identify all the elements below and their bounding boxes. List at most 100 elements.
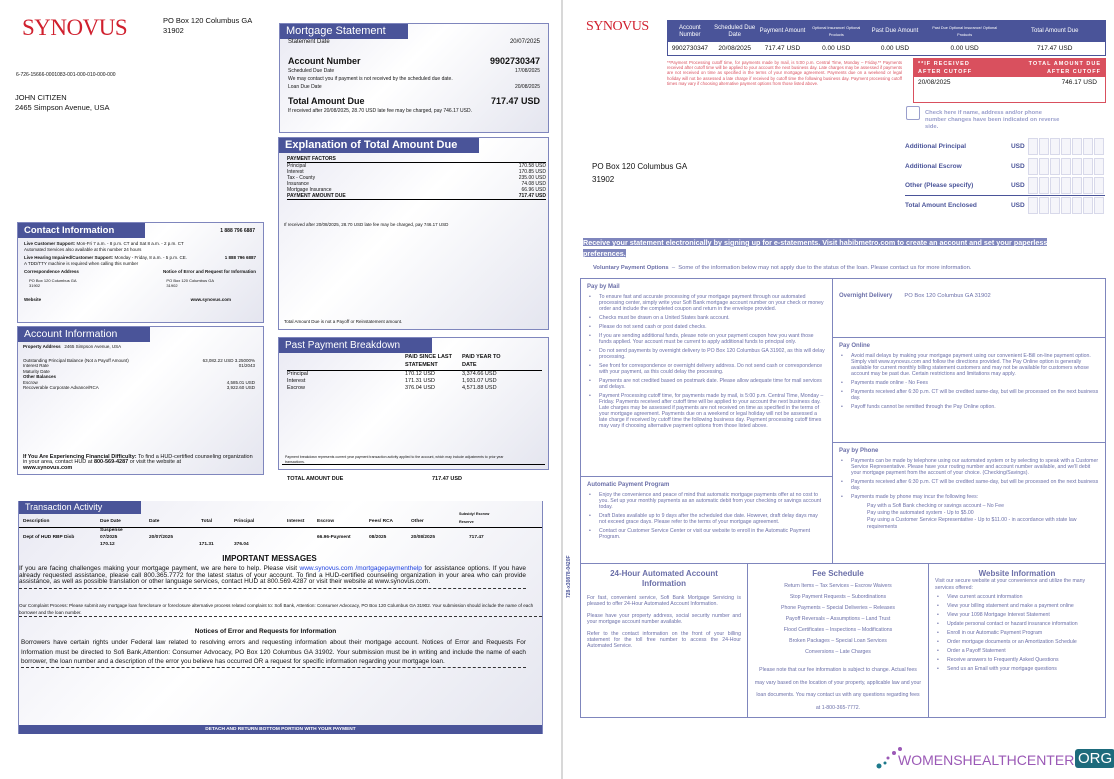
website-link[interactable]: www.synovus.com bbox=[190, 296, 231, 302]
label: Scheduled Due Date bbox=[288, 67, 335, 74]
list-item: If you are sending additional funds, ple… bbox=[587, 333, 826, 345]
estatement-banner[interactable]: Receive your statement electronically by… bbox=[583, 237, 1061, 259]
automated-note: Automated Services also available at thi… bbox=[24, 246, 142, 252]
automatic-payment-section: Automatic Payment Program Enjoy the conve… bbox=[580, 476, 833, 564]
fee-line: Conversions – Late Charges bbox=[805, 649, 871, 655]
year-to-date: 4,571.88 USD bbox=[462, 385, 497, 391]
digit-box[interactable] bbox=[1094, 176, 1104, 194]
phone-number: 1 888 796 6887 bbox=[220, 228, 255, 234]
column-header: PAID YEAR TO DATE bbox=[462, 354, 501, 368]
list-item: Payments received after 6:30 p.m. CT wil… bbox=[839, 479, 1099, 491]
payment-amount-due: 717.47 USD bbox=[518, 193, 546, 199]
fee-line: Flood Certificates – Inspections – Modif… bbox=[783, 627, 893, 633]
digit-box[interactable] bbox=[1050, 196, 1060, 214]
important-message: If you are facing challenges making your… bbox=[19, 565, 526, 589]
address-change-checkbox[interactable] bbox=[906, 106, 920, 120]
principal-balance: 63,082.22 USD bbox=[202, 357, 234, 363]
cell-fees: 08/2025 bbox=[369, 535, 387, 540]
important-title-text: IMPORTANT MESSAGES bbox=[222, 554, 317, 563]
fee-line: Broken Packages – Special Loan Services bbox=[789, 638, 887, 644]
mail-to-address: PO Box 120 Columbus GA 31902 bbox=[592, 160, 687, 186]
column-value: 0.00 USD bbox=[822, 45, 851, 52]
overnight-delivery-section: Overnight Delivery PO Box 120 Columbus GA… bbox=[832, 278, 1106, 338]
year-to-date: 1,931.07 USD bbox=[462, 378, 497, 384]
label: PAYMENT AMOUNT DUE bbox=[287, 193, 346, 199]
digit-box[interactable] bbox=[1072, 196, 1082, 214]
digit-box[interactable] bbox=[1083, 176, 1093, 194]
factor-label: Principal bbox=[287, 163, 307, 169]
dots-icon bbox=[876, 747, 902, 769]
digit-box[interactable] bbox=[1039, 196, 1049, 214]
section-title: Pay by Phone bbox=[839, 448, 879, 454]
digit-box[interactable] bbox=[1039, 176, 1049, 194]
pay-by-phone-list: Payments can be made by telephone using … bbox=[839, 458, 1099, 500]
digit-box[interactable] bbox=[1094, 196, 1104, 214]
digit-box[interactable] bbox=[1028, 176, 1038, 194]
list-item: Payoff funds cannot be remitted through … bbox=[839, 404, 1099, 410]
digit-box[interactable] bbox=[1050, 176, 1060, 194]
tty-note: A TDD/TTY machine is required when calli… bbox=[24, 260, 139, 266]
digit-box[interactable] bbox=[1072, 157, 1082, 175]
past-payment-row: Principal 170.12 USD 3,374.66 USD bbox=[287, 371, 542, 378]
digit-box[interactable] bbox=[1061, 176, 1071, 194]
digit-box[interactable] bbox=[1072, 176, 1082, 194]
digit-box[interactable] bbox=[1083, 196, 1093, 214]
list-item: Payments made online - No Fees bbox=[839, 380, 1099, 386]
digit-box[interactable] bbox=[1083, 157, 1093, 175]
digit-box[interactable] bbox=[1061, 138, 1071, 156]
column-header: Past Due Amount bbox=[871, 28, 919, 34]
digit-box[interactable] bbox=[1028, 138, 1038, 156]
maturity-date: 01/2043 bbox=[238, 363, 255, 368]
cutoff-date: 20/08/2025 bbox=[918, 79, 951, 86]
contact-note: We may contact you if payment is not rec… bbox=[288, 75, 453, 82]
address-line: PO Box 120 Columbus GA bbox=[29, 277, 77, 283]
label: Loan Due Date bbox=[288, 83, 322, 90]
list-item: Draft Dates available up to 9 days after… bbox=[587, 513, 826, 525]
digit-box[interactable] bbox=[1028, 196, 1038, 214]
currency-label: USD bbox=[1010, 181, 1025, 189]
label: Notice of Error and Request for Informat… bbox=[162, 269, 256, 274]
payment-factor-row: Interest 170.85 USD bbox=[287, 169, 546, 175]
hardship-text: To find a HUD-certified counseling organ… bbox=[23, 453, 253, 465]
loan-due: 20/08/2025 bbox=[514, 83, 540, 90]
factor-label: Insurance bbox=[287, 181, 309, 187]
mortgage-help-link[interactable]: www.synovus.com /mortgagepaymenthelp bbox=[299, 565, 422, 572]
notices-text: Borrowers have certain rights under Fede… bbox=[21, 638, 526, 668]
digit-box[interactable] bbox=[1094, 157, 1104, 175]
column-value: 20/08/2025 bbox=[718, 45, 751, 52]
digit-box[interactable] bbox=[1050, 138, 1060, 156]
digit-box[interactable] bbox=[1072, 138, 1082, 156]
column-header: Scheduled Due Date bbox=[714, 24, 756, 38]
website-info-section: Website Information Visit our secure webs… bbox=[928, 563, 1106, 718]
factor-amount: 66.96 USD bbox=[521, 187, 546, 193]
digit-box[interactable] bbox=[1061, 196, 1071, 214]
notice-address: PO Box 120 Columbus GA 31902 bbox=[166, 278, 214, 289]
section-title: Fee Schedule bbox=[812, 569, 864, 578]
table-header: Description Due Date Date Total Principal Int… bbox=[19, 505, 542, 528]
digit-box[interactable] bbox=[1094, 138, 1104, 156]
digit-box[interactable] bbox=[1050, 157, 1060, 175]
section-title: Pay by Mail bbox=[587, 284, 620, 290]
digit-box[interactable] bbox=[1083, 138, 1093, 156]
address-line: 31902 bbox=[29, 283, 41, 288]
fee-schedule-section: Fee Schedule Return Items – Tax Services … bbox=[747, 563, 929, 718]
account-number: 9902730347 bbox=[489, 55, 540, 66]
digit-box[interactable] bbox=[1039, 157, 1049, 175]
list-item: Order a Payoff Statement bbox=[935, 648, 1099, 654]
watermark-tld: ORG bbox=[1075, 749, 1114, 768]
website-services-list: View current account information View you… bbox=[935, 594, 1099, 672]
synovus-logo: SYNOVUS bbox=[586, 19, 649, 34]
paragraph: Refer to the contact information on the … bbox=[587, 631, 741, 649]
label: Recoverable Corporate Advance/RCA bbox=[23, 385, 99, 390]
column-header: Principal bbox=[234, 519, 255, 524]
amount-input[interactable] bbox=[1028, 138, 1105, 156]
factor-amount: 74.08 USD bbox=[521, 181, 546, 187]
digit-box[interactable] bbox=[1039, 138, 1049, 156]
amount-input[interactable] bbox=[1028, 176, 1105, 194]
list-item: View current account information bbox=[935, 594, 1099, 600]
amount-input[interactable] bbox=[1028, 157, 1105, 175]
amount-input[interactable] bbox=[1028, 196, 1105, 214]
digit-box[interactable] bbox=[1028, 157, 1038, 175]
digit-box[interactable] bbox=[1061, 157, 1071, 175]
cell-subsidy: 717.47 bbox=[469, 535, 484, 540]
